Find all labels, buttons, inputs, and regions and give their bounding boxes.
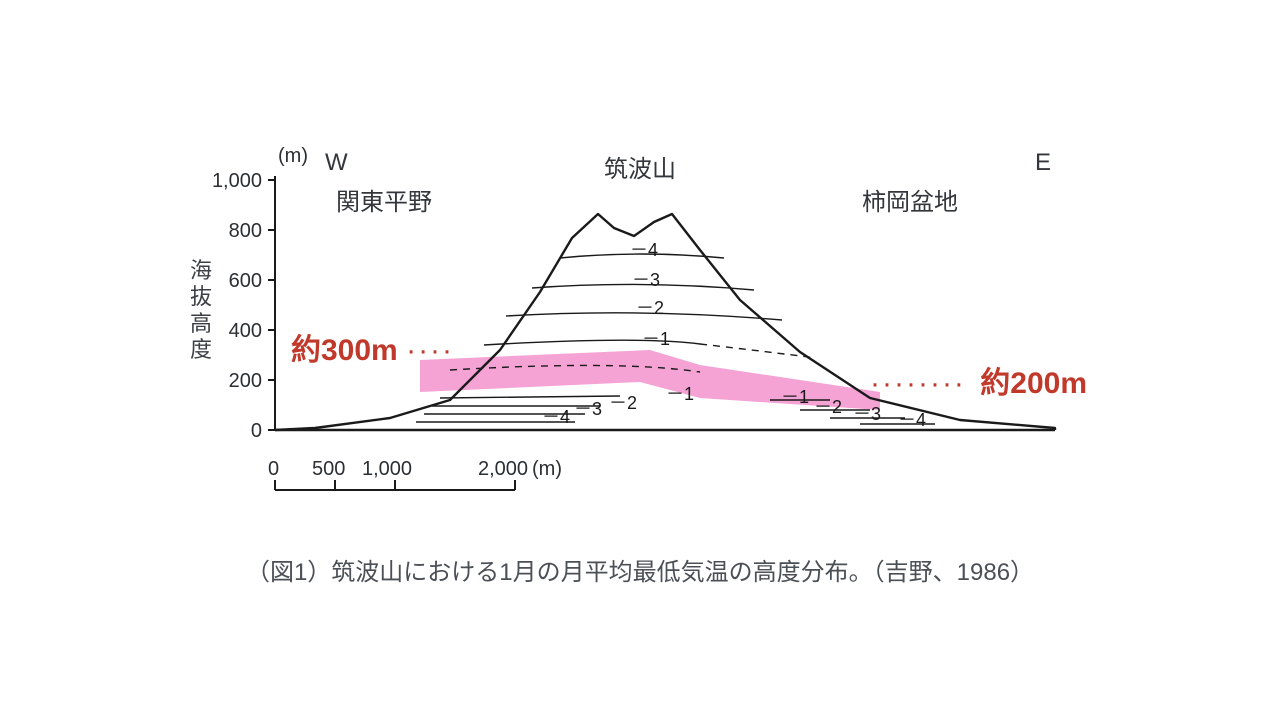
svg-text:200: 200 [229, 370, 262, 392]
y-tick-labels: 0 200 400 600 800 1,000 [212, 170, 262, 442]
scale-bar-labels: 0 500 1,000 2,000 (m) [268, 458, 562, 480]
svg-text:400: 400 [229, 320, 262, 342]
figure-stage: 海 抜 高 度 約300m ···· ········ 約200m 0 200 … [0, 0, 1280, 720]
svg-text:－4: －4 [630, 240, 658, 260]
svg-text:(m): (m) [532, 458, 562, 480]
svg-text:－1: －1 [666, 384, 694, 404]
svg-text:柿岡盆地: 柿岡盆地 [862, 189, 958, 216]
svg-text:－3: －3 [574, 399, 602, 419]
svg-text:－1: －1 [642, 329, 670, 349]
y-axis [268, 176, 275, 430]
annotation-right: ········ 約200m [870, 358, 1087, 402]
svg-text:W: W [325, 149, 348, 176]
y-axis-label-vertical: 海 抜 高 度 [190, 258, 212, 364]
svg-text:筑波山: 筑波山 [604, 156, 676, 183]
svg-text:－2: －2 [814, 397, 842, 417]
svg-text:関東平野: 関東平野 [336, 189, 432, 216]
svg-text:0: 0 [268, 458, 279, 480]
svg-text:－3: －3 [853, 404, 881, 424]
scale-bar [275, 480, 515, 490]
top-labels: W E 関東平野 筑波山 柿岡盆地 [325, 149, 1051, 216]
svg-text:2,000: 2,000 [478, 458, 528, 480]
svg-text:－4: －4 [898, 410, 926, 430]
svg-text:1,000: 1,000 [212, 170, 262, 192]
svg-text:1,000: 1,000 [362, 458, 412, 480]
annotation-left: 約300m ···· [291, 325, 454, 369]
svg-text:E: E [1035, 149, 1051, 176]
svg-text:－2: －2 [636, 298, 664, 318]
svg-text:－1: －1 [781, 387, 809, 407]
svg-text:600: 600 [229, 270, 262, 292]
svg-text:800: 800 [229, 220, 262, 242]
svg-text:－4: －4 [542, 407, 570, 427]
figure-caption: （図1）筑波山における1月の月平均最低気温の高度分布。（吉野、1986） [0, 552, 1280, 587]
svg-text:500: 500 [312, 458, 345, 480]
y-unit: (m) [278, 145, 308, 167]
svg-text:0: 0 [251, 420, 262, 442]
svg-text:－3: －3 [632, 270, 660, 290]
svg-text:－2: －2 [609, 393, 637, 413]
